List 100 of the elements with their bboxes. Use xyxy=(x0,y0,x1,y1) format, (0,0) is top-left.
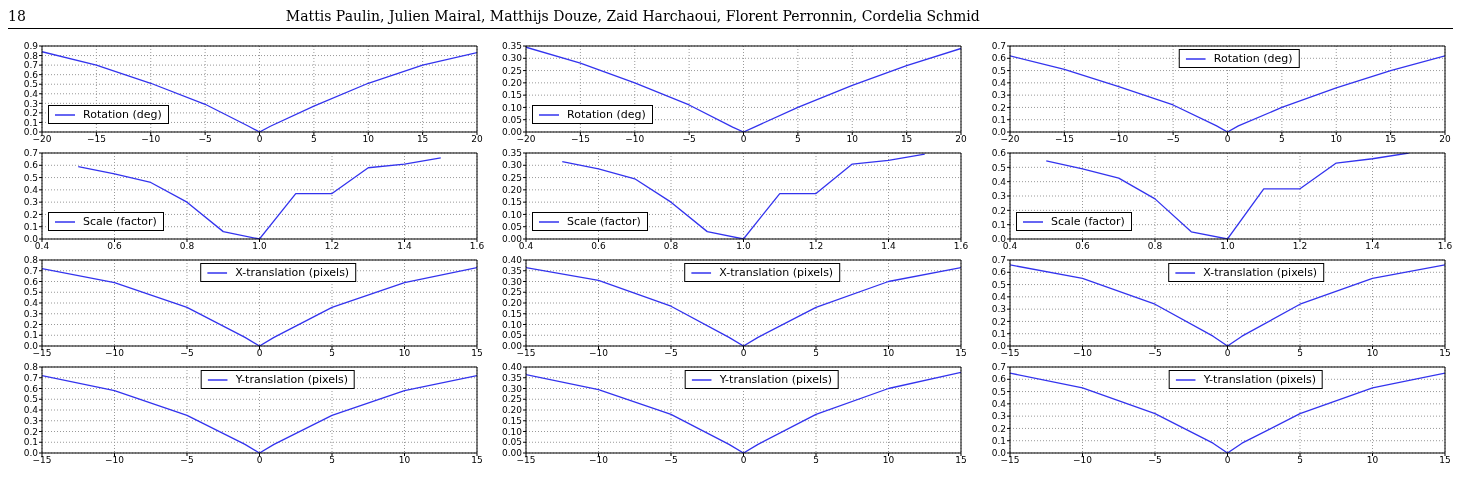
y-tick-label: 0.35 xyxy=(501,148,522,159)
y-tick-label: 0.3 xyxy=(23,197,38,208)
y-tick-label: 0.10 xyxy=(501,319,523,330)
y-tick-label: 0.3 xyxy=(991,304,1006,315)
y-tick-label: 0.20 xyxy=(501,405,523,416)
x-tick-label: −5 xyxy=(664,455,678,466)
x-tick-label: 5 xyxy=(1279,134,1285,145)
y-tick-label: 0.30 xyxy=(501,383,523,394)
y-tick-label: 0.2 xyxy=(991,102,1006,113)
y-tick-label: 0.7 xyxy=(991,255,1006,266)
y-tick-label: 0.25 xyxy=(501,287,522,298)
legend-label: Y-translation (pixels) xyxy=(235,373,349,386)
y-tick-label: 0.6 xyxy=(991,267,1007,278)
x-tick-label: −15 xyxy=(570,134,590,145)
x-tick-label: 15 xyxy=(900,134,913,145)
y-tick-label: 0.5 xyxy=(23,287,38,298)
x-tick-label: 0.8 xyxy=(179,241,195,252)
x-tick-label: 10 xyxy=(398,455,411,466)
y-tick-label: 0.35 xyxy=(501,41,522,52)
y-tick-label: 0.4 xyxy=(23,405,39,416)
x-tick-label: 0 xyxy=(1224,134,1231,145)
x-tick-label: 0.8 xyxy=(1147,241,1163,252)
x-tick-label: 0 xyxy=(256,348,263,359)
x-tick-label: 1.0 xyxy=(252,241,267,252)
legend-label: Rotation (deg) xyxy=(567,108,646,121)
x-tick-label: 0 xyxy=(740,134,747,145)
legend-label: X-translation (pixels) xyxy=(235,266,350,279)
y-tick-label: 0.3 xyxy=(991,411,1006,422)
x-tick-label: 0 xyxy=(256,134,263,145)
x-tick-label: 20 xyxy=(955,134,967,145)
x-tick-label: 0 xyxy=(256,455,263,466)
y-tick-label: 0.2 xyxy=(23,426,38,437)
x-tick-label: 5 xyxy=(329,455,335,466)
y-tick-label: 0.4 xyxy=(991,176,1007,187)
y-tick-label: 0.8 xyxy=(23,50,39,61)
y-tick-label: 0.7 xyxy=(23,265,38,276)
y-tick-label: 0.10 xyxy=(501,426,523,437)
y-tick-label: 0.5 xyxy=(23,79,38,90)
text: 18 xyxy=(8,8,26,24)
y-tick-label: 0.40 xyxy=(501,362,523,373)
y-tick-label: 0.35 xyxy=(501,372,522,383)
y-tick-label: 0.8 xyxy=(23,255,39,266)
x-tick-label: 10 xyxy=(362,134,375,145)
legend-label: Scale (factor) xyxy=(83,215,157,228)
x-tick-label: 15 xyxy=(1384,134,1397,145)
y-tick-label: 0.5 xyxy=(991,162,1006,173)
x-tick-label: −5 xyxy=(198,134,212,145)
y-tick-label: 0.6 xyxy=(23,160,39,171)
y-tick-label: 0.30 xyxy=(501,53,523,64)
y-tick-label: 0.2 xyxy=(23,209,38,220)
y-tick-label: 0.1 xyxy=(991,114,1006,125)
x-tick-label: 0.6 xyxy=(591,241,606,252)
x-tick-label: 10 xyxy=(1366,455,1379,466)
y-tick-label: 0.20 xyxy=(501,78,523,89)
x-tick-label: 0 xyxy=(1224,348,1231,359)
x-tick-label: −5 xyxy=(180,348,194,359)
x-tick-label: 5 xyxy=(813,348,819,359)
x-tick-label: −5 xyxy=(682,134,696,145)
y-tick-label: 0.5 xyxy=(991,279,1006,290)
y-tick-label: 0.2 xyxy=(23,108,38,119)
x-tick-label: 20 xyxy=(1439,134,1451,145)
x-tick-label: 15 xyxy=(955,455,967,466)
y-tick-label: 0.20 xyxy=(501,185,523,196)
line-series xyxy=(77,157,442,239)
x-tick-label: −10 xyxy=(589,348,609,359)
y-tick-label: 0.3 xyxy=(23,415,38,426)
x-tick-label: 1.6 xyxy=(1437,241,1453,252)
x-tick-label: −5 xyxy=(180,455,194,466)
y-tick-label: 0.2 xyxy=(991,423,1006,434)
x-tick-label: 15 xyxy=(1439,455,1451,466)
y-tick-label: 0.30 xyxy=(501,160,523,171)
y-tick-label: 0.7 xyxy=(991,362,1006,373)
y-tick-label: 0.10 xyxy=(501,102,523,113)
x-tick-label: 5 xyxy=(813,455,819,466)
x-tick-label: 10 xyxy=(846,134,859,145)
x-tick-label: 0 xyxy=(1224,455,1231,466)
x-tick-label: −10 xyxy=(1109,134,1129,145)
x-tick-label: 15 xyxy=(416,134,429,145)
y-tick-label: 0.6 xyxy=(991,148,1007,159)
x-tick-label: 10 xyxy=(398,348,411,359)
y-tick-label: 0.2 xyxy=(991,316,1006,327)
y-tick-label: 0.25 xyxy=(501,65,522,76)
y-tick-label: 0.4 xyxy=(991,78,1007,89)
line-series xyxy=(561,153,926,239)
y-tick-label: 0.9 xyxy=(23,41,39,52)
x-tick-label: 20 xyxy=(471,134,483,145)
y-tick-label: 0.3 xyxy=(23,308,38,319)
y-tick-label: 0.35 xyxy=(501,265,522,276)
x-tick-label: 0.4 xyxy=(34,241,50,252)
y-tick-label: 0.10 xyxy=(501,209,523,220)
y-tick-label: 0.3 xyxy=(991,90,1006,101)
x-tick-label: 15 xyxy=(471,348,483,359)
x-tick-label: 15 xyxy=(1439,348,1451,359)
legend-label: X-translation (pixels) xyxy=(719,266,834,279)
x-tick-label: 1.2 xyxy=(324,241,340,252)
x-tick-label: −15 xyxy=(1000,455,1020,466)
x-tick-label: 1.2 xyxy=(1292,241,1308,252)
x-tick-label: −5 xyxy=(1148,348,1162,359)
x-tick-label: −10 xyxy=(589,455,609,466)
y-tick-label: 0.6 xyxy=(23,383,39,394)
